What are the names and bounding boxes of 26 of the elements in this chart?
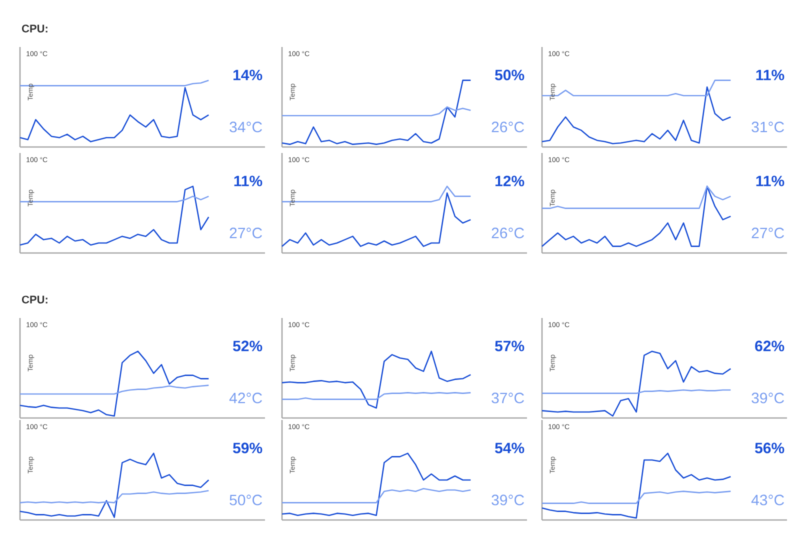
text: 39°C	[492, 494, 524, 506]
text: 57%	[495, 340, 524, 352]
text: 54%	[495, 442, 524, 454]
text: 27°C	[752, 228, 784, 238]
text: 42°C	[229, 392, 262, 404]
text: 11%	[756, 70, 784, 80]
text: 50°C	[230, 494, 262, 506]
text: 50%	[495, 70, 524, 80]
text: 39°C	[752, 392, 784, 404]
text: 12%	[496, 176, 524, 186]
text: 26°C	[492, 122, 524, 132]
text: 26°C	[492, 228, 524, 238]
text: 14%	[233, 70, 262, 80]
text: 43°C	[751, 494, 784, 506]
text: 62%	[755, 340, 784, 352]
text: 34°C	[230, 122, 262, 132]
text: 56%	[755, 442, 784, 454]
text: 31°C	[752, 122, 784, 132]
text: 11%	[234, 176, 262, 186]
text: 59%	[233, 442, 262, 454]
chart-title: CPU:	[22, 24, 48, 32]
text: 37°C	[492, 392, 524, 404]
text: 27°C	[230, 228, 262, 238]
text: 52%	[233, 340, 262, 352]
chart-title: CPU:	[22, 296, 48, 304]
text: 11%	[756, 176, 784, 186]
